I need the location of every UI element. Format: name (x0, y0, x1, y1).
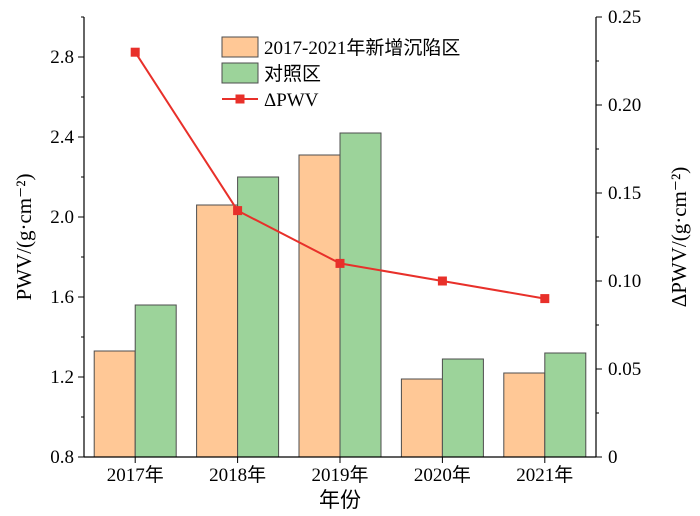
y-left-tick-label-1: 0.8 (50, 447, 74, 468)
y-axis-right-title: ΔPWV/(g·cm⁻²) (667, 167, 691, 308)
bars-layer (93, 132, 587, 458)
legend-swatch-2 (221, 62, 259, 84)
delta-pwv-marker-4 (437, 276, 447, 286)
bar-control-3 (339, 132, 382, 458)
y-right-tick-label-5: 0.20 (608, 95, 641, 116)
bar-subsidence-5 (503, 372, 546, 458)
y-right-tick-label-4: 0.15 (608, 183, 641, 204)
y-right-tick-label-6: 0.25 (608, 7, 641, 28)
bar-subsidence-4 (400, 378, 443, 458)
legend-label-3: ΔPWV (264, 90, 319, 111)
bar-control-5 (544, 352, 587, 458)
x-tick-label-2: 2018年 (209, 464, 266, 486)
x-tick-label-1: 2017年 (107, 464, 164, 486)
delta-pwv-marker-1 (130, 47, 140, 57)
bar-control-1 (134, 304, 177, 458)
y-right-tick-label-1: 0 (608, 447, 618, 468)
line-layer (130, 47, 550, 304)
delta-pwv-marker-2 (233, 206, 243, 216)
y-right-tick-label-2: 0.05 (608, 359, 641, 380)
legend-marker-swatch (235, 94, 245, 104)
y-left-tick-label-2: 1.2 (50, 367, 74, 388)
bar-control-2 (237, 176, 280, 458)
x-tick-label-4: 2020年 (414, 464, 471, 486)
delta-pwv-marker-5 (540, 294, 550, 304)
axes-layer: 0.8 1.2 1.6 2.0 2.4 2.8 0 0.05 0.10 0.15 0.20 0.25 2… (12, 7, 691, 512)
legend-label-2: 对照区 (264, 63, 321, 85)
bar-subsidence-2 (196, 204, 239, 458)
y-left-tick-label-5: 2.4 (50, 127, 74, 148)
y-axis-left-title: PWV/(g·cm⁻²) (12, 173, 36, 300)
x-tick-label-3: 2019年 (311, 464, 368, 486)
delta-pwv-marker-3 (335, 258, 345, 268)
y-left-tick-label-3: 1.6 (50, 287, 74, 308)
legend-label-1: 2017-2021年新增沉陷区 (264, 37, 460, 59)
bar-subsidence-1 (93, 350, 136, 458)
bar-control-4 (441, 358, 484, 458)
y-right-tick-label-3: 0.10 (608, 271, 641, 292)
x-tick-label-5: 2021年 (516, 464, 573, 486)
bar-subsidence-3 (298, 154, 341, 458)
y-left-tick-label-6: 2.8 (50, 47, 74, 68)
legend-swatch-1 (221, 36, 259, 58)
y-left-tick-label-4: 2.0 (50, 207, 74, 228)
x-axis-title: 年份 (319, 488, 361, 512)
